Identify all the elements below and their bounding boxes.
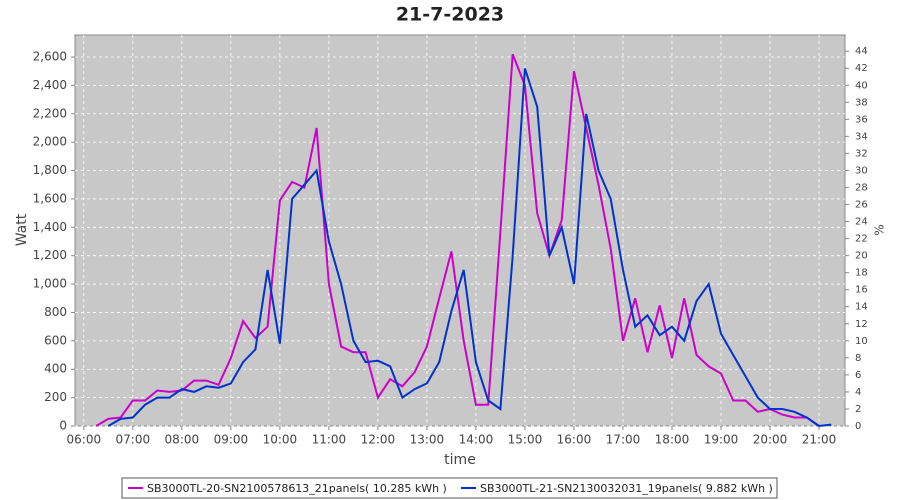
y2-tick-label: 34 bbox=[855, 131, 868, 142]
x-tick-label: 06:00 bbox=[67, 433, 102, 447]
x-axis-label: time bbox=[444, 452, 476, 468]
x-tick-label: 20:00 bbox=[753, 433, 788, 447]
y2-tick-label: 36 bbox=[855, 114, 868, 125]
x-tick-label: 19:00 bbox=[704, 433, 739, 447]
y2-tick-label: 10 bbox=[855, 336, 868, 347]
y2-tick-label: 8 bbox=[855, 353, 861, 364]
y2-tick-label: 32 bbox=[855, 148, 868, 159]
x-tick-label: 18:00 bbox=[655, 433, 690, 447]
y-tick-label: 1,800 bbox=[33, 163, 67, 177]
x-tick-label: 13:00 bbox=[410, 433, 445, 447]
y2-tick-label: 2 bbox=[855, 404, 861, 415]
series-line bbox=[95, 53, 820, 427]
y2-tick-label: 16 bbox=[855, 285, 868, 296]
y-tick-label: 400 bbox=[44, 362, 67, 376]
y-tick-label: 2,000 bbox=[33, 135, 67, 149]
y2-tick-label: 30 bbox=[855, 165, 868, 176]
x-tick-label: 17:00 bbox=[606, 433, 641, 447]
x-tick-label: 14:00 bbox=[459, 433, 494, 447]
y-tick-label: 2,200 bbox=[33, 106, 67, 120]
x-tick-label: 07:00 bbox=[116, 433, 151, 447]
legend-label: SB3000TL-20-SN2100578613_21panels( 10.28… bbox=[147, 482, 447, 495]
y2-tick-label: 24 bbox=[855, 217, 868, 228]
y-tick-label: 1,000 bbox=[33, 277, 67, 291]
x-tick-label: 08:00 bbox=[165, 433, 200, 447]
y2-tick-label: 12 bbox=[855, 319, 868, 330]
legend-label: SB3000TL-21-SN2130032031_19panels( 9.882… bbox=[480, 482, 773, 495]
y2-tick-label: 38 bbox=[855, 97, 868, 108]
y2-axis-label: % bbox=[873, 224, 887, 235]
y2-tick-label: 0 bbox=[855, 421, 861, 432]
y-axis-label: Watt bbox=[14, 213, 30, 246]
y-tick-label: 1,600 bbox=[33, 191, 67, 205]
x-tick-label: 09:00 bbox=[214, 433, 249, 447]
y-tick-label: 1,400 bbox=[33, 220, 67, 234]
x-tick-label: 12:00 bbox=[361, 433, 396, 447]
x-tick-label: 11:00 bbox=[312, 433, 347, 447]
y-tick-label: 2,600 bbox=[33, 49, 67, 63]
y2-tick-label: 42 bbox=[855, 63, 868, 74]
plot-area bbox=[74, 34, 846, 427]
x-tick-label: 15:00 bbox=[508, 433, 543, 447]
y2-tick-label: 26 bbox=[855, 200, 868, 211]
y-tick-label: 600 bbox=[44, 333, 67, 347]
x-tick-label: 16:00 bbox=[557, 433, 592, 447]
y2-tick-label: 6 bbox=[855, 370, 861, 381]
legend bbox=[121, 477, 778, 499]
y2-tick-label: 28 bbox=[855, 182, 868, 193]
series-line bbox=[107, 68, 832, 428]
y2-tick-label: 22 bbox=[855, 234, 868, 245]
y2-tick-label: 20 bbox=[855, 251, 868, 262]
y-tick-label: 1,200 bbox=[33, 248, 67, 262]
y-tick-label: 800 bbox=[44, 305, 67, 319]
y-tick-label: 2,400 bbox=[33, 78, 67, 92]
y2-tick-label: 40 bbox=[855, 80, 868, 91]
x-tick-label: 21:00 bbox=[802, 433, 837, 447]
y2-tick-label: 4 bbox=[855, 387, 861, 398]
y-tick-label: 0 bbox=[59, 419, 67, 433]
chart-title: 21-7-2023 bbox=[396, 4, 504, 26]
y2-tick-label: 14 bbox=[855, 302, 868, 313]
y2-tick-label: 18 bbox=[855, 268, 868, 279]
x-tick-label: 10:00 bbox=[263, 433, 298, 447]
y2-tick-label: 44 bbox=[855, 46, 868, 57]
y-tick-label: 200 bbox=[44, 390, 67, 404]
